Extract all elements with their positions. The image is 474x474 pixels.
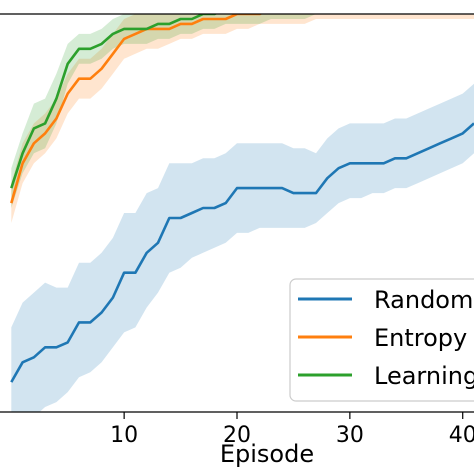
entropy-series-line (10, 14, 263, 204)
x-tick-label: 40 (449, 423, 474, 448)
x-tick-label: 20 (223, 423, 251, 448)
x-axis-label: Episode (220, 440, 314, 468)
learning-series-line (10, 14, 218, 189)
x-axis-ticks: 10 20 30 40 (110, 412, 474, 448)
series-lines (10, 14, 474, 383)
legend: Random Entropy Learning (289, 278, 474, 402)
x-tick-label: 10 (110, 423, 138, 448)
legend-frame (289, 278, 474, 402)
x-tick-label: 30 (336, 423, 364, 448)
legend-label-random: Random (374, 286, 473, 314)
random-series-line (10, 122, 474, 383)
legend-label-entropy: Entropy (374, 324, 467, 352)
legend-label-learning: Learning (374, 362, 474, 390)
confidence-bands (11, 14, 474, 412)
random-confidence-band (11, 83, 474, 412)
